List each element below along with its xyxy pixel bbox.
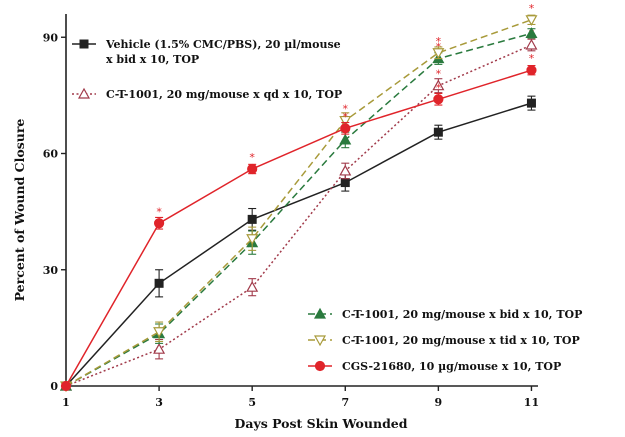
legend-swatch-marker	[313, 335, 327, 347]
data-point	[153, 218, 165, 229]
series-4: *****	[60, 52, 537, 392]
x-tick-label: 7	[341, 396, 349, 409]
y-tick-label: 0	[50, 380, 58, 393]
x-axis-title: Days Post Skin Wounded	[235, 416, 408, 431]
data-point	[247, 214, 257, 224]
y-axis-title: Percent of Wound Closure	[12, 119, 27, 302]
legend-label: Vehicle (1.5% CMC/PBS), 20 µl/mouse	[105, 38, 341, 51]
x-tick-label: 5	[248, 396, 256, 409]
data-point	[246, 280, 259, 292]
legend-label: CGS-21680, 10 µg/mouse x 10, TOP	[342, 360, 561, 373]
data-point	[433, 127, 443, 137]
series-line	[65, 102, 532, 387]
data-point	[154, 278, 164, 288]
legend-label: C-T-1001, 20 mg/mouse x tid x 10, TOP	[342, 334, 580, 347]
legend-swatch-marker	[314, 360, 326, 372]
data-point	[339, 164, 352, 176]
legend-swatch-marker	[313, 307, 327, 319]
data-point	[525, 15, 538, 27]
significance-star: *	[436, 35, 442, 48]
series-line	[65, 19, 532, 387]
significance-star: *	[343, 103, 349, 116]
significance-star: *	[529, 52, 535, 65]
chart-legend: Vehicle (1.5% CMC/PBS), 20 µl/mouse x bid…	[72, 38, 582, 373]
data-point	[60, 380, 72, 392]
y-tick-label: 90	[43, 31, 59, 44]
data-point	[526, 65, 537, 76]
legend-label: x bid x 10, TOP	[106, 53, 199, 66]
significance-star: *	[436, 68, 442, 81]
data-point	[340, 123, 351, 134]
legend-item-3: C-T-1001, 20 mg/mouse x tid x 10, TOP	[308, 334, 580, 347]
data-point	[525, 27, 538, 38]
data-point	[526, 98, 536, 108]
data-point	[433, 94, 444, 105]
significance-star: *	[436, 81, 442, 94]
data-point	[432, 79, 445, 91]
chart-axes: 1 3 5 7 9 11 0 30 60 90	[43, 14, 539, 409]
series-1: **	[59, 27, 538, 391]
significance-star: *	[156, 205, 162, 218]
x-tick-label: 11	[524, 396, 539, 409]
series-line	[65, 69, 532, 387]
data-point	[247, 163, 258, 175]
y-tick-label: 60	[43, 148, 59, 161]
legend-item-0: Vehicle (1.5% CMC/PBS), 20 µl/mouse x bid…	[72, 38, 341, 66]
legend-label: C-T-1001, 20 mg/mouse x qd x 10, TOP	[106, 88, 342, 101]
legend-item-4: CGS-21680, 10 µg/mouse x 10, TOP	[308, 360, 561, 373]
data-point	[153, 327, 166, 338]
data-point	[525, 38, 538, 50]
significance-star: *	[249, 151, 255, 164]
significance-star: *	[529, 2, 535, 15]
x-tick-label: 3	[155, 396, 163, 409]
series-line	[65, 44, 532, 387]
data-point	[432, 48, 445, 59]
legend-item-2: C-T-1001, 20 mg/mouse x bid x 10, TOP	[308, 307, 582, 321]
chart-series-layer: ************	[59, 2, 538, 393]
x-tick-label: 1	[62, 396, 70, 409]
series-line	[65, 32, 532, 387]
x-tick-label: 9	[435, 396, 443, 409]
significance-star: *	[343, 110, 349, 123]
y-tick-label: 30	[43, 264, 59, 277]
legend-item-1: C-T-1001, 20 mg/mouse x qd x 10, TOP	[72, 87, 342, 101]
legend-swatch-marker	[79, 39, 89, 49]
data-point	[339, 115, 352, 127]
data-point	[153, 342, 166, 354]
data-point	[246, 234, 259, 245]
series-0	[61, 95, 536, 391]
legend-label: C-T-1001, 20 mg/mouse x bid x 10, TOP	[342, 308, 582, 321]
legend-swatch-marker	[77, 87, 91, 99]
data-point	[339, 133, 352, 145]
data-point	[340, 178, 350, 188]
